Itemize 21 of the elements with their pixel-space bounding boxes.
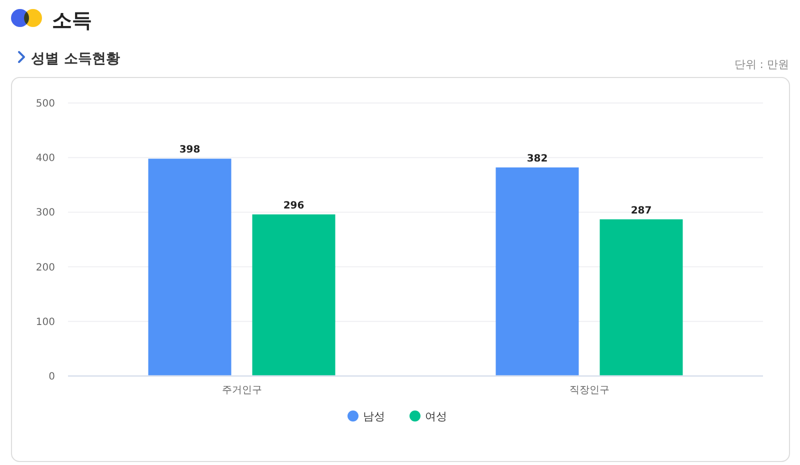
data-label: 287 <box>630 205 652 216</box>
bar <box>252 214 336 376</box>
data-label: 296 <box>283 200 304 212</box>
legend-label: 남성 <box>363 410 385 423</box>
chart-title: 소득 <box>52 8 92 32</box>
y-tick-label: 300 <box>36 208 55 219</box>
bar <box>496 167 579 376</box>
x-tick-label: 주거인구 <box>222 385 262 396</box>
y-tick-label: 400 <box>36 153 55 164</box>
data-label: 398 <box>179 144 200 156</box>
legend-label: 여성 <box>425 410 447 423</box>
x-tick-label: 직장인구 <box>569 385 610 396</box>
chart-subtitle: 성별 소득현황 <box>31 51 120 67</box>
bar <box>600 219 683 376</box>
y-tick-label: 200 <box>36 262 55 274</box>
text: 단위 : 만원 <box>734 58 789 71</box>
y-tick-label: 0 <box>48 372 55 382</box>
bar <box>148 158 232 376</box>
data-label: 382 <box>526 153 548 164</box>
y-tick-label: 500 <box>36 98 55 110</box>
y-tick-label: 100 <box>36 316 55 328</box>
